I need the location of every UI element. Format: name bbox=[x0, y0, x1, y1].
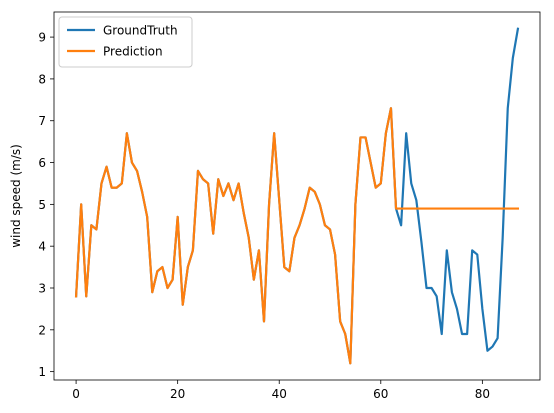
series-line-prediction bbox=[74, 107, 520, 365]
y-axis: 1 2 3 4 5 6 7 8 9 bbox=[38, 31, 54, 379]
y-tick-label: 9 bbox=[38, 31, 46, 45]
y-tick-label: 6 bbox=[38, 156, 46, 170]
x-tick-label: 60 bbox=[373, 387, 388, 401]
y-tick-label: 7 bbox=[38, 114, 46, 128]
x-axis: 0 20 40 60 80 bbox=[72, 380, 490, 401]
y-tick-label: 3 bbox=[38, 282, 46, 296]
y-tick-label: 5 bbox=[38, 198, 46, 212]
y-tick-label: 4 bbox=[38, 240, 46, 254]
legend-label: Prediction bbox=[103, 45, 163, 59]
x-tick-label: 0 bbox=[72, 387, 80, 401]
axes-frame bbox=[53, 11, 541, 381]
x-tick-label: 80 bbox=[475, 387, 490, 401]
legend-label: GroundTruth bbox=[103, 24, 178, 38]
y-axis-label: wind speed (m/s) bbox=[9, 144, 23, 248]
y-tick-label: 2 bbox=[38, 323, 46, 337]
y-tick-label: 1 bbox=[38, 365, 46, 379]
legend: GroundTruth Prediction bbox=[58, 16, 193, 68]
plot-lines bbox=[74, 27, 520, 365]
y-tick-label: 8 bbox=[38, 72, 46, 86]
x-tick-label: 40 bbox=[272, 387, 287, 401]
x-tick-label: 20 bbox=[170, 387, 185, 401]
